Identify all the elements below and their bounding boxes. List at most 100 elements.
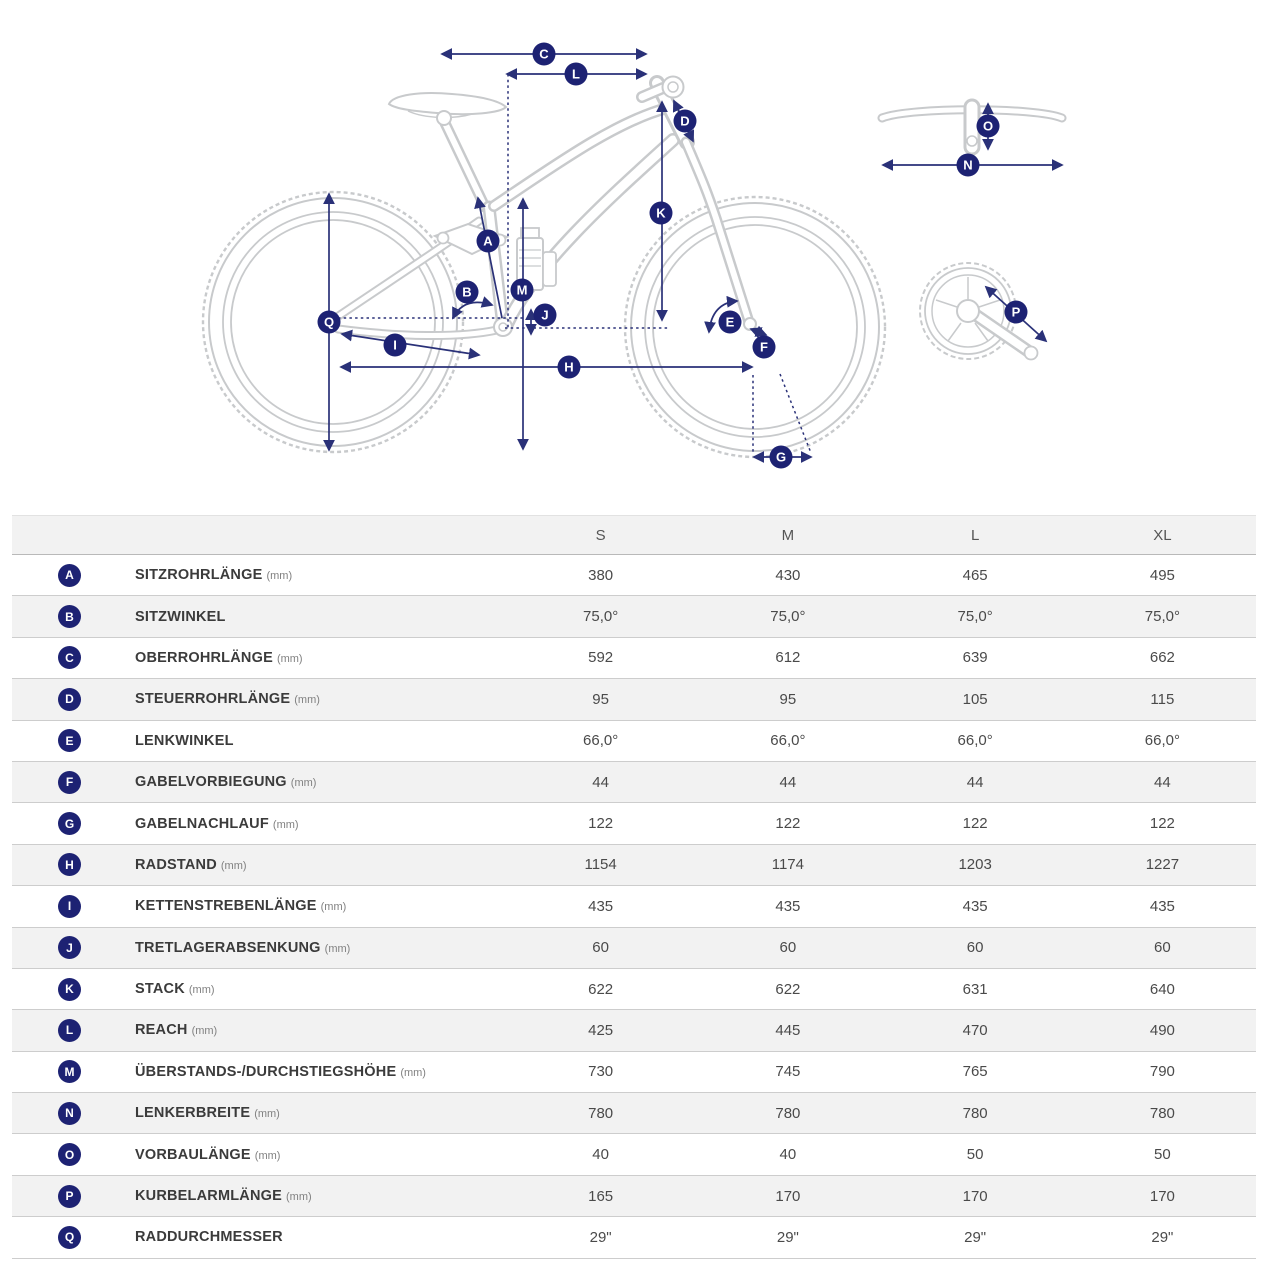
table-row-p: P KURBELARMLÄNGE (mm) 165 170 170 170	[12, 1175, 1256, 1218]
diagram-marker-letter: J	[541, 308, 548, 323]
geometry-table: S M L XL A SITZROHRLÄNGE (mm) 380 430 465 49…	[12, 515, 1256, 1259]
row-letter-badge: P	[58, 1184, 81, 1208]
value-cell-m: 75,0°	[770, 608, 806, 626]
diagram-marker-n	[956, 153, 980, 177]
diagram-marker-p	[1004, 300, 1028, 324]
row-unit: (mm)	[220, 859, 247, 872]
row-label: KURBELARMLÄNGE (mm)	[135, 1188, 312, 1205]
value-cell-xl: 790	[1149, 1063, 1175, 1081]
size-header-m: M	[781, 526, 795, 544]
row-unit: (mm)	[191, 1025, 218, 1038]
value-cell-m: 445	[775, 1021, 801, 1039]
diagram-marker-letter: F	[760, 340, 768, 355]
row-unit: (mm)	[266, 570, 293, 583]
value-cell-xl: 435	[1149, 897, 1175, 915]
diagram-marker-i	[383, 333, 407, 357]
row-label: LENKWINKEL	[135, 732, 234, 749]
row-letter-badge: M	[58, 1060, 81, 1084]
row-letter-badge: I	[58, 894, 81, 918]
row-letter-badge: K	[58, 977, 81, 1001]
table-row-c: C OBERROHRLÄNGE (mm) 592 612 639 662	[12, 637, 1256, 680]
value-cell-m: 44	[779, 773, 797, 791]
value-cell-xl: 60	[1154, 939, 1171, 957]
value-cell-s: 122	[588, 815, 614, 833]
handlebar-top-view	[877, 98, 1067, 156]
table-row-i: I KETTENSTREBENLÄNGE (mm) 435 435 435 435	[12, 886, 1256, 928]
value-cell-l: 66,0°	[957, 732, 993, 750]
diagram-marker-letter: N	[963, 158, 972, 173]
diagram-marker-letter: O	[983, 119, 993, 134]
reference-lines	[338, 74, 812, 454]
row-label: VORBAULÄNGE (mm)	[135, 1146, 281, 1163]
row-label: SITZWINKEL	[135, 608, 226, 625]
size-header-s: S	[595, 526, 606, 544]
value-cell-m: 122	[775, 815, 801, 833]
value-cell-m: 60	[779, 939, 797, 957]
table-row-l: L REACH (mm) 425 445 470 490	[12, 1010, 1256, 1052]
value-cell-xl: 122	[1149, 815, 1175, 833]
row-letter-badge: B	[58, 605, 81, 629]
value-cell-l: 105	[962, 690, 988, 708]
diagram-marker-b	[455, 280, 479, 304]
value-cell-xl: 495	[1149, 566, 1175, 584]
diagram-marker-letter: P	[1012, 305, 1021, 320]
value-cell-s: 1154	[584, 856, 617, 874]
table-row-a: A SITZROHRLÄNGE (mm) 380 430 465 495	[12, 555, 1256, 597]
diagram-marker-m	[510, 278, 534, 302]
value-cell-s: 435	[588, 897, 614, 915]
table-row-k: K STACK (mm) 622 622 631 640	[12, 968, 1256, 1011]
table-body: A SITZROHRLÄNGE (mm) 380 430 465 495 B SI…	[12, 555, 1256, 1259]
table-row-f: F GABELVORBIEGUNG (mm) 44 44 44 44	[12, 761, 1256, 804]
value-cell-xl: 662	[1149, 649, 1175, 667]
table-row-g: G GABELNACHLAUF (mm) 122 122 122 122	[12, 803, 1256, 845]
diagram-marker-a	[476, 229, 500, 253]
value-cell-m: 745	[775, 1063, 801, 1081]
row-unit: (mm)	[188, 984, 215, 997]
size-header-l: L	[970, 526, 980, 544]
row-unit: (mm)	[254, 1108, 280, 1121]
value-cell-l: 435	[962, 897, 988, 915]
diagram-marker-letter: E	[726, 315, 735, 330]
front-axle	[743, 317, 757, 331]
table-row-o: O VORBAULÄNGE (mm) 40 40 50 50	[12, 1134, 1256, 1176]
value-cell-l: 780	[962, 1104, 988, 1122]
row-unit: (mm)	[286, 1191, 312, 1204]
diagram-marker-letter: H	[564, 360, 573, 375]
value-cell-m: 435	[775, 897, 801, 915]
row-label: STEUERROHRLÄNGE (mm)	[135, 691, 320, 708]
geometry-diagram: A B C D E F G H I J K L M N O P Q	[201, 42, 1067, 469]
diagram-marker-letter: I	[393, 338, 397, 353]
diagram-marker-letter: M	[517, 283, 528, 298]
value-cell-l: 122	[962, 815, 988, 833]
value-cell-m: 40	[779, 1146, 797, 1164]
table-row-n: N LENKERBREITE (mm) 780 780 780 780	[12, 1093, 1256, 1135]
diagram-marker-c	[532, 42, 556, 66]
diagram-marker-letter: K	[656, 206, 666, 221]
table-header-row: S M L XL	[12, 515, 1256, 555]
value-cell-l: 50	[966, 1146, 984, 1164]
row-label: ÜBERSTANDS-/DURCHSTIEGSHÖHE (mm)	[135, 1063, 426, 1080]
row-letter-badge: F	[58, 770, 81, 794]
size-header-xl: XL	[1153, 526, 1172, 544]
value-cell-s: 622	[588, 980, 614, 998]
row-unit: (mm)	[276, 652, 303, 665]
row-unit: (mm)	[400, 1066, 426, 1079]
row-unit: (mm)	[294, 694, 320, 707]
row-letter-badge: L	[58, 1018, 81, 1042]
row-label: KETTENSTREBENLÄNGE (mm)	[135, 898, 347, 915]
diagram-marker-l	[564, 62, 588, 86]
value-cell-l: 470	[962, 1021, 988, 1039]
row-unit: (mm)	[272, 818, 299, 831]
value-cell-l: 29"	[964, 1228, 987, 1246]
row-unit: (mm)	[324, 942, 351, 955]
row-unit: (mm)	[290, 777, 317, 790]
row-label: REACH (mm)	[135, 1022, 218, 1039]
row-letter-badge: A	[58, 563, 81, 587]
diagram-marker-letter: Q	[324, 315, 334, 330]
value-cell-l: 465	[962, 566, 988, 584]
row-label: GABELNACHLAUF (mm)	[135, 815, 299, 832]
saddle	[387, 92, 508, 126]
value-cell-xl: 66,0°	[1144, 732, 1180, 750]
table-row-b: B SITZWINKEL 75,0° 75,0° 75,0° 75,0°	[12, 596, 1256, 638]
